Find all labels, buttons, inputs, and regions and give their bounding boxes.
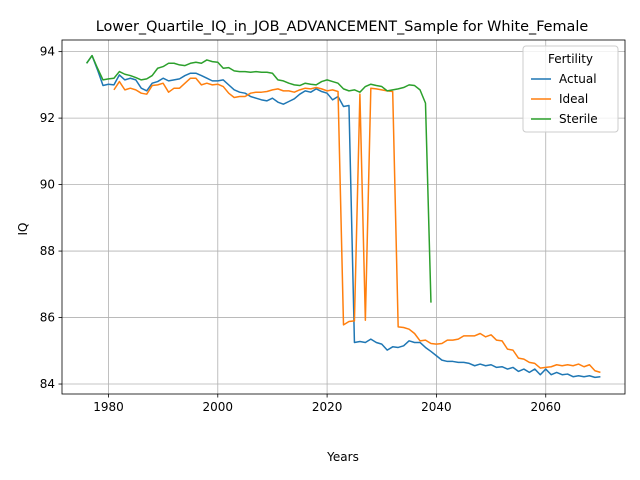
series-line-sterile <box>85 54 432 303</box>
legend: Fertility Actual Ideal Sterile <box>522 45 619 133</box>
x-tick-label: 2040 <box>421 400 452 414</box>
series-line-actual <box>85 54 601 379</box>
series-line-ideal <box>113 77 601 374</box>
legend-label-sterile: Sterile <box>559 112 598 126</box>
legend-title: Fertility <box>548 52 593 66</box>
y-tick-label: 88 <box>40 244 55 258</box>
x-tick-label: 2020 <box>312 400 343 414</box>
legend-label-actual: Actual <box>559 72 597 86</box>
y-tick-label: 92 <box>40 111 55 125</box>
x-tick-label: 1980 <box>93 400 124 414</box>
chart-title: Lower_Quartile_IQ_in_JOB_ADVANCEMENT_Sam… <box>96 19 589 35</box>
y-axis-label: IQ <box>16 223 30 236</box>
y-tick-label: 90 <box>40 178 55 192</box>
y-tick-label: 94 <box>40 45 55 59</box>
legend-box <box>522 45 619 133</box>
x-tick-label: 2060 <box>530 400 561 414</box>
axes-frame <box>61 39 626 395</box>
x-tick-label: 2000 <box>203 400 234 414</box>
legend-label-ideal: Ideal <box>559 92 588 106</box>
y-tick-label: 86 <box>40 311 55 325</box>
x-axis-label: Years <box>326 450 359 464</box>
y-tick-label: 84 <box>40 377 55 391</box>
